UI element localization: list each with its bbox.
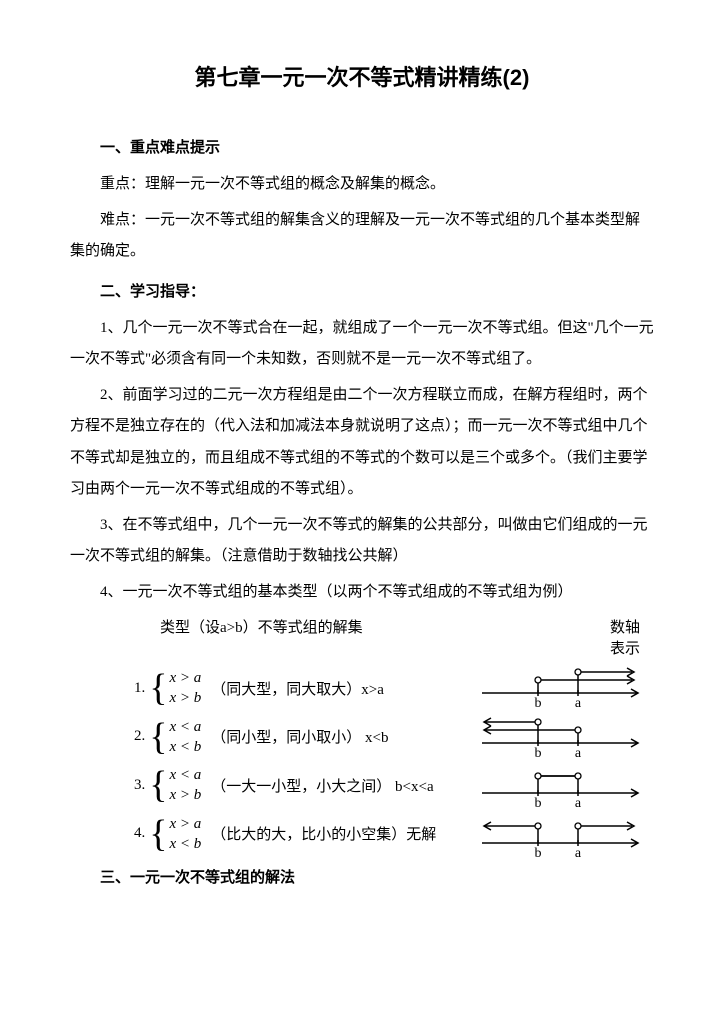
svg-text:b: b xyxy=(535,796,542,811)
section-2-p3: 3、在不等式组中，几个一元一次不等式的解集的公共部分，叫做由它们组成的一元一次不… xyxy=(70,510,654,573)
case-number: 2. xyxy=(134,728,145,745)
inequality-line: x < a xyxy=(170,717,202,737)
number-line-4: ba xyxy=(478,816,648,854)
inequality-line: x < b xyxy=(170,737,202,757)
section-1-head: 一、重点难点提示 xyxy=(70,136,654,157)
section-2-head: 二、学习指导： xyxy=(70,280,654,301)
section-2-p1: 1、几个一元一次不等式合在一起，就组成了一个一元一次不等式组。但这"几个一元一次… xyxy=(70,313,654,376)
section-3-head: 三、一元一次不等式组的解法 xyxy=(70,866,654,887)
number-line-diagrams: babababa xyxy=(478,666,648,866)
section-2-p4: 4、一元一次不等式组的基本类型（以两个不等式组成的不等式组为例） xyxy=(70,577,654,609)
number-line-svg: ba xyxy=(478,716,648,766)
case-number: 3. xyxy=(134,777,145,794)
left-brace-icon: { xyxy=(149,674,167,703)
case-description: （比大的大，比小的小空集）无解 xyxy=(211,823,436,844)
type-header-right: 数轴表示 xyxy=(520,616,654,658)
svg-text:a: a xyxy=(575,696,582,711)
brace-group: {x > ax < b xyxy=(149,814,201,855)
inequality-line: x < a xyxy=(170,765,202,785)
section-1-p1: 重点：理解一元一次不等式组的概念及解集的概念。 xyxy=(70,169,654,201)
section-1-p2: 难点：一元一次不等式组的解集含义的理解及一元一次不等式组的几个基本类型解集的确定… xyxy=(70,205,654,268)
number-line-svg: ba xyxy=(478,816,648,866)
inequality-line: x > a xyxy=(170,668,202,688)
inequality-line: x < b xyxy=(170,834,202,854)
case-number: 4. xyxy=(134,825,145,842)
page-title: 第七章一元一次不等式精讲精练(2) xyxy=(70,60,654,92)
inequality-line: x > a xyxy=(170,814,202,834)
inequality-line: x > b xyxy=(170,688,202,708)
type-header-row: 类型（设a>b）不等式组的解集 数轴表示 xyxy=(70,616,654,658)
left-brace-icon: { xyxy=(149,820,167,849)
inequality-lines: x < ax > b xyxy=(170,765,202,806)
svg-text:b: b xyxy=(535,846,542,861)
brace-group: {x > ax > b xyxy=(149,668,201,709)
section-2-p2: 2、前面学习过的二元一次方程组是由二个一次方程联立而成，在解方程组时，两个方程不… xyxy=(70,380,654,506)
left-brace-icon: { xyxy=(149,723,167,752)
svg-text:a: a xyxy=(575,846,582,861)
number-line-2: ba xyxy=(478,716,648,754)
number-line-svg: ba xyxy=(478,766,648,816)
case-description: （同小型，同小取小） x<b xyxy=(211,726,388,747)
document-page: 第七章一元一次不等式精讲精练(2) 一、重点难点提示 重点：理解一元一次不等式组… xyxy=(0,0,724,1023)
brace-group: {x < ax < b xyxy=(149,717,201,758)
number-line-svg: ba xyxy=(478,666,648,716)
svg-text:b: b xyxy=(535,696,542,711)
svg-text:b: b xyxy=(535,746,542,761)
inequality-lines: x > ax > b xyxy=(170,668,202,709)
type-header-left: 类型（设a>b）不等式组的解集 xyxy=(70,616,520,658)
svg-text:a: a xyxy=(575,796,582,811)
case-number: 1. xyxy=(134,680,145,697)
number-line-1: ba xyxy=(478,666,648,704)
inequality-line: x > b xyxy=(170,785,202,805)
brace-group: {x < ax > b xyxy=(149,765,201,806)
case-description: （一大一小型，小大之间） b<x<a xyxy=(211,775,433,796)
left-brace-icon: { xyxy=(149,771,167,800)
inequality-lines: x > ax < b xyxy=(170,814,202,855)
case-description: （同大型，同大取大）x>a xyxy=(211,678,384,699)
svg-text:a: a xyxy=(575,746,582,761)
inequality-lines: x < ax < b xyxy=(170,717,202,758)
number-line-3: ba xyxy=(478,766,648,804)
